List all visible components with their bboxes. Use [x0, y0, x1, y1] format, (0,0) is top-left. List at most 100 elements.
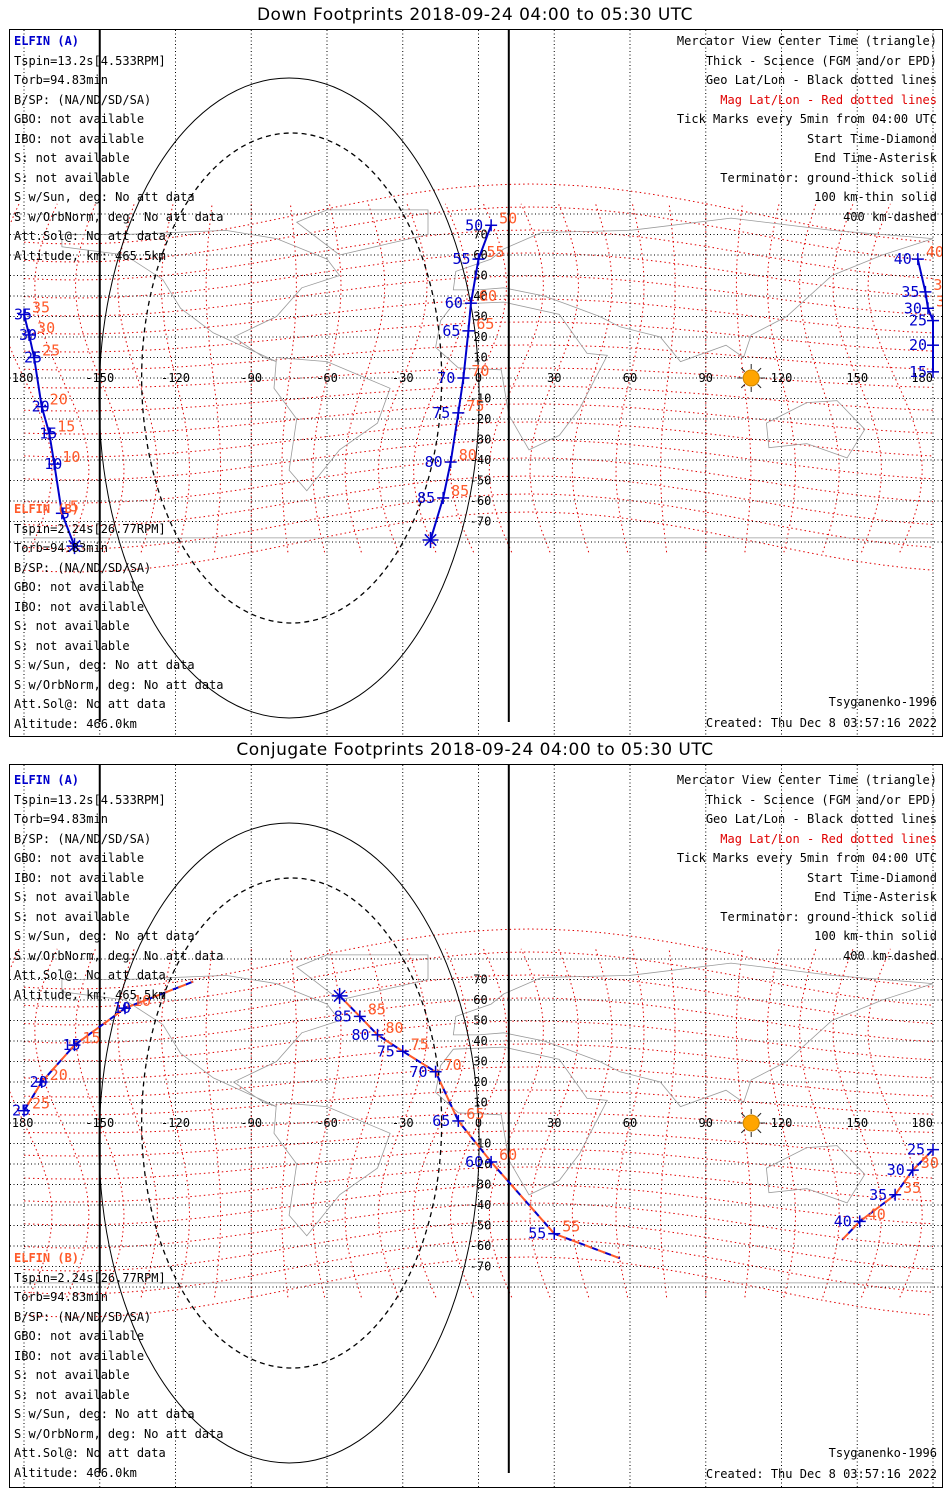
mag-lat-line	[23, 1148, 934, 1180]
time-tick-label-b: 20	[50, 1066, 68, 1084]
sun-icon	[742, 1114, 760, 1132]
time-tick-label: 15	[909, 363, 927, 381]
time-tick-label-b: 70	[471, 362, 489, 380]
probe-b-line: IBO: not available	[14, 599, 145, 614]
lon-tick-label: 0	[475, 1116, 482, 1130]
legend-line: Start Time-Diamond	[806, 131, 937, 146]
mag-lat-line	[23, 1184, 934, 1226]
mag-lat-line	[23, 439, 934, 481]
lat-tick-label: 30	[473, 310, 487, 324]
time-tick-label: 10	[113, 999, 131, 1017]
time-tick-label: 25	[907, 1141, 925, 1159]
probe-a-line: Att.Sol@: No att data	[14, 229, 166, 243]
time-tick-label: 60	[445, 294, 463, 312]
time-tick-label-b: 85	[451, 482, 469, 500]
time-tick-label-b: 25	[42, 342, 60, 360]
terminator-100km-curve	[98, 77, 480, 719]
legend-line: 400 km-dashed	[843, 948, 937, 963]
footprint-track-conjugate	[841, 1148, 934, 1241]
time-tick-label-b: 60	[499, 1146, 517, 1164]
terminator-400km-curve	[140, 132, 443, 624]
mag-lon-line	[799, 203, 840, 553]
map-legend: Mercator View Center Time (triangle) Thi…	[677, 771, 937, 966]
continent-outline	[435, 1046, 608, 1196]
probe-a-info: ELFIN (A) Tspin=13.2s[4.533RPM] Torb=94.…	[14, 32, 224, 266]
lon-tick-label: -180	[10, 1116, 33, 1130]
time-tick-label: 80	[425, 453, 443, 471]
probe-b-line: Altitude: 466.0km	[14, 716, 137, 731]
lon-tick-label: 30	[547, 371, 561, 385]
lon-tick-label: -120	[161, 1116, 190, 1130]
sun-ray	[757, 1112, 762, 1117]
lon-tick-label: -30	[392, 1116, 414, 1130]
probe-a-line: S: not available	[14, 890, 130, 904]
legend-line: Terminator: ground-thick solid	[720, 170, 937, 185]
lon-tick-label: 180	[911, 371, 933, 385]
probe-b-line: S w/Sun, deg: No att data	[14, 1407, 195, 1421]
time-tick-label-b: 65	[476, 315, 494, 333]
legend-line: Geo Lat/Lon - Black dotted lines	[705, 812, 937, 826]
probe-a-line: IBO: not available	[14, 870, 145, 885]
continent-outline	[452, 217, 934, 363]
lat-tick-label: -40	[470, 1198, 492, 1212]
probe-b-line: Tspin=2.24s[26.77RPM]	[14, 1270, 166, 1285]
lat-tick-label: -70	[470, 1260, 492, 1274]
mag-lon-line	[660, 948, 676, 1298]
continent-outline	[452, 962, 934, 1108]
sun-icon	[742, 369, 760, 387]
probe-b-line: S w/Sun, deg: No att data	[14, 658, 195, 672]
mag-lon-line	[117, 203, 158, 553]
time-tick-label-b: 65	[466, 1105, 484, 1123]
lat-tick-label: -20	[470, 412, 492, 426]
lon-tick-label: 60	[623, 1116, 637, 1130]
mag-lon-line	[571, 948, 613, 1298]
probe-a-line: Altitude, km: 465.5km	[14, 987, 166, 1002]
time-tick-label: 20	[30, 1073, 48, 1091]
lat-tick-label: -50	[470, 1219, 492, 1233]
map-legend: Mercator View Center Time (triangle) Thi…	[677, 32, 937, 227]
probe-b-line: B/SP: (NA/ND/SD/SA)	[14, 1309, 152, 1324]
probe-a-line: S: not available	[14, 170, 130, 185]
terminator-100km-curve	[98, 822, 480, 1464]
lat-tick-label: -10	[470, 392, 492, 406]
probe-a-line: GBO: not available	[14, 112, 145, 126]
mag-lat-line	[23, 928, 934, 990]
probe-a-line: Torb=94.83min	[14, 812, 108, 826]
time-tick-label: 15	[62, 1036, 80, 1054]
time-tick-label-b: 55	[487, 243, 505, 261]
probe-b-line: GBO: not available	[14, 580, 145, 594]
mag-lat-line	[23, 1020, 934, 1062]
mag-lat-line	[23, 457, 934, 504]
lat-tick-label: 50	[473, 1014, 487, 1028]
lon-tick-label: 120	[771, 1116, 793, 1130]
time-tick-label: 35	[901, 283, 919, 301]
time-tick-label: 80	[351, 1026, 369, 1044]
probe-b-line: Altitude: 466.0km	[14, 1465, 137, 1480]
time-tick-label-b: 85	[368, 1000, 386, 1018]
probe-b-info: ELFIN (B) Tspin=2.24s[26.77RPM] Torb=94.…	[14, 1249, 224, 1483]
lon-tick-label: -120	[161, 371, 190, 385]
terminator-400km-curve	[140, 877, 443, 1369]
time-tick-label-b: 10	[62, 448, 80, 466]
time-tick-label: 75	[377, 1042, 395, 1060]
mag-lon-line	[799, 948, 840, 1298]
lon-tick-label: 120	[771, 371, 793, 385]
field-model-label: Tsyganenko-1996	[828, 1446, 937, 1460]
lat-tick-label: 40	[473, 289, 487, 303]
legend-line: Mercator View Center Time (triangle)	[676, 34, 937, 48]
lat-tick-label: 10	[473, 351, 487, 365]
time-tick-label: 20	[909, 336, 927, 354]
sun-ray	[757, 384, 762, 389]
mag-lon-line	[766, 203, 797, 553]
probe-b-line: S w/OrbNorm, deg: No att data	[14, 1426, 224, 1441]
lat-tick-label: 70	[473, 228, 487, 242]
lon-tick-label: 90	[699, 1116, 713, 1130]
time-tick-label-b: 40	[926, 243, 942, 261]
time-tick-label: 35	[869, 1186, 887, 1204]
time-tick-label: 30	[887, 1161, 905, 1179]
probe-b-line: B/SP: (NA/ND/SD/SA)	[14, 560, 152, 575]
lon-tick-label: 60	[623, 371, 637, 385]
probe-b-line: Torb=94.83min	[14, 1290, 108, 1304]
time-tick-label: 70	[410, 1063, 428, 1081]
probe-b-line: S: not available	[14, 619, 130, 633]
